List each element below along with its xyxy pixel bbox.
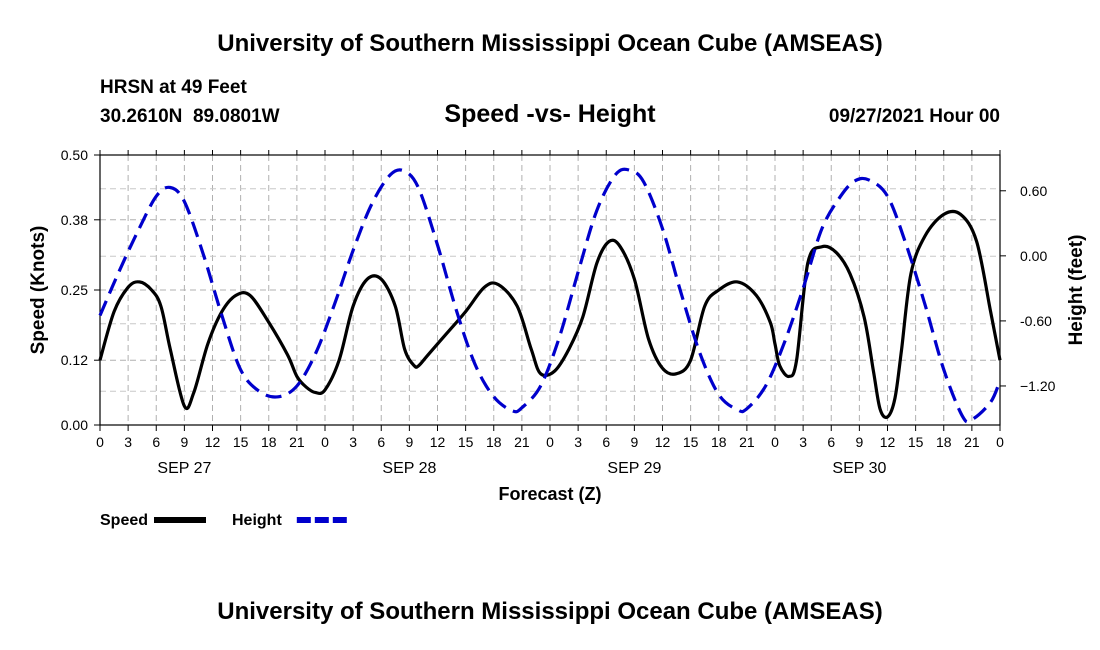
x-tick-label: 0 <box>546 434 554 450</box>
x-tick-label: 12 <box>655 434 671 450</box>
x-tick-label: 9 <box>855 434 863 450</box>
station-coordinates: 30.2610N 89.0801W <box>100 106 280 127</box>
x-tick-label: 0 <box>996 434 1004 450</box>
x-tick-label: 6 <box>152 434 160 450</box>
x-tick-label: 9 <box>630 434 638 450</box>
x-tick-label: 12 <box>205 434 221 450</box>
y-right-tick-label: 0.00 <box>1020 248 1047 264</box>
x-tick-label: 21 <box>514 434 530 450</box>
x-tick-label: 15 <box>908 434 924 450</box>
y-right-tick-label: 0.60 <box>1020 183 1047 199</box>
x-tick-label: 15 <box>233 434 249 450</box>
x-tick-label: 18 <box>261 434 277 450</box>
y-right-tick-label: −1.20 <box>1020 378 1056 394</box>
x-tick-label: 3 <box>574 434 582 450</box>
x-tick-label: 3 <box>349 434 357 450</box>
y-left-tick-label: 0.38 <box>61 212 88 228</box>
x-tick-label: 9 <box>180 434 188 450</box>
day-label: SEP 30 <box>832 460 886 477</box>
y-right-axis-title: Height (feet) <box>1066 235 1087 346</box>
day-label: SEP 27 <box>157 460 211 477</box>
forecast-datetime: 09/27/2021 Hour 00 <box>828 106 1000 127</box>
x-tick-label: 6 <box>377 434 385 450</box>
y-left-tick-label: 0.50 <box>61 147 88 163</box>
x-tick-label: 6 <box>602 434 610 450</box>
x-tick-label: 18 <box>486 434 502 450</box>
y-left-tick-label: 0.12 <box>61 352 88 368</box>
series-line-height <box>98 167 1002 424</box>
station-label: HRSN at 49 Feet <box>100 77 247 98</box>
y-left-tick-label: 0.25 <box>61 282 88 298</box>
x-axis-title: Forecast (Z) <box>498 484 601 504</box>
x-tick-label: 6 <box>827 434 835 450</box>
y-left-tick-label: 0.00 <box>61 417 88 433</box>
chart-title: Speed -vs- Height <box>444 100 656 128</box>
legend-label-height: Height <box>232 512 282 529</box>
x-tick-label: 12 <box>430 434 446 450</box>
x-tick-label: 15 <box>458 434 474 450</box>
x-tick-label: 12 <box>880 434 896 450</box>
x-tick-label: 18 <box>711 434 727 450</box>
x-tick-label: 0 <box>321 434 329 450</box>
top-title: University of Southern Mississippi Ocean… <box>217 30 883 57</box>
x-tick-label: 21 <box>289 434 305 450</box>
day-label: SEP 29 <box>607 460 661 477</box>
x-tick-label: 18 <box>936 434 952 450</box>
series-line-speed <box>98 209 1002 420</box>
bottom-title: University of Southern Mississippi Ocean… <box>217 598 883 625</box>
y-right-tick-label: -0.60 <box>1020 313 1052 329</box>
x-tick-label: 21 <box>739 434 755 450</box>
x-tick-label: 0 <box>96 434 104 450</box>
x-tick-label: 3 <box>799 434 807 450</box>
x-tick-label: 9 <box>405 434 413 450</box>
x-tick-label: 15 <box>683 434 699 450</box>
x-tick-label: 21 <box>964 434 980 450</box>
y-left-axis-title: Speed (Knots) <box>28 226 49 355</box>
day-label: SEP 28 <box>382 460 436 477</box>
x-tick-label: 0 <box>771 434 779 450</box>
legend-label-speed: Speed <box>100 512 148 529</box>
x-tick-label: 3 <box>124 434 132 450</box>
